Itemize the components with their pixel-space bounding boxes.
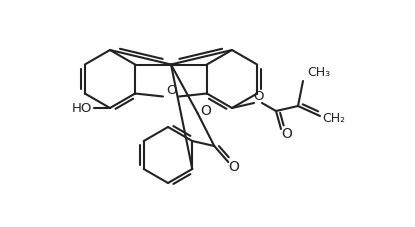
Text: O: O [228,160,239,174]
Text: HO: HO [72,101,92,114]
Text: CH₂: CH₂ [322,113,346,126]
Text: O: O [166,84,176,97]
Text: O: O [253,91,263,104]
Text: O: O [281,127,293,141]
Text: CH₃: CH₃ [308,67,331,79]
Text: O: O [200,104,211,118]
